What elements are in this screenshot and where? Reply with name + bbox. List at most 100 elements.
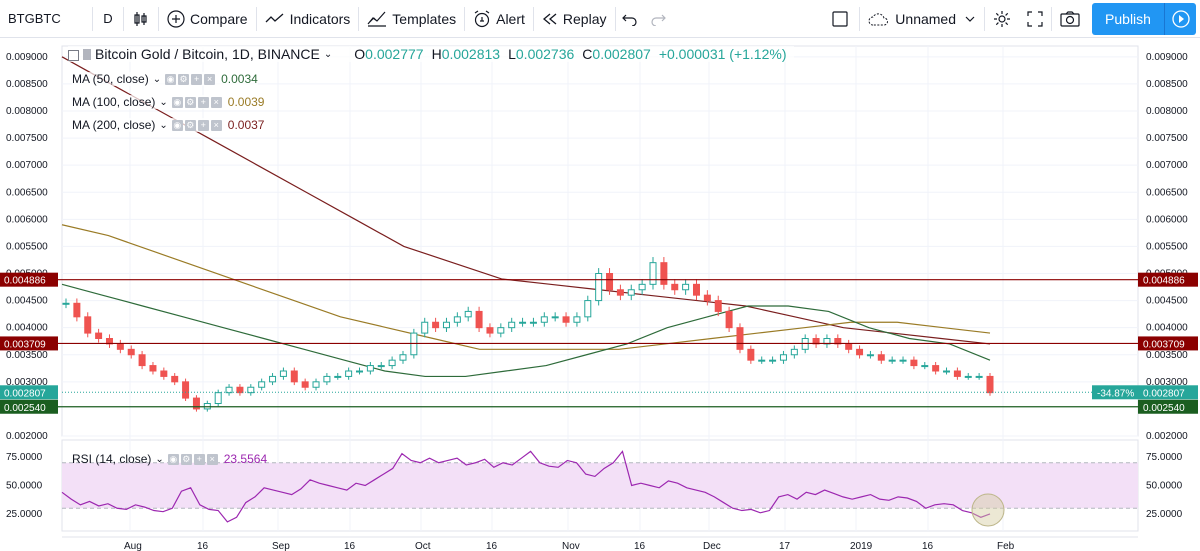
candle-body: [258, 381, 266, 388]
compare-button[interactable]: Compare: [159, 0, 256, 38]
candle-body: [84, 316, 92, 334]
candle-body: [508, 321, 516, 329]
rsi-legend[interactable]: RSI (14, close) ⌄ ◉ ⚙ + × 23.5564: [72, 452, 267, 466]
candle-body: [747, 348, 755, 361]
hide-series-icon[interactable]: [68, 49, 79, 61]
settings-icon[interactable]: ⚙: [178, 73, 190, 85]
chevron-down-icon[interactable]: ⌄: [159, 96, 168, 108]
ma100-legend[interactable]: MA (100, close) ⌄ ◉ ⚙ + × 0.0039: [72, 95, 265, 109]
chevron-down-icon: [965, 16, 975, 22]
plus-icon[interactable]: +: [193, 453, 205, 465]
candle-body: [758, 359, 766, 362]
price-tick-label-right: 0.003000: [1146, 377, 1188, 388]
close-icon[interactable]: ×: [210, 96, 222, 108]
square-icon: [832, 11, 848, 27]
time-tick-label: 2019: [850, 541, 873, 551]
candle-body: [399, 354, 407, 361]
chevron-down-icon[interactable]: ⌄: [323, 48, 333, 60]
price-tick-label-right: 0.008500: [1146, 79, 1188, 90]
toolbar-divider: [123, 6, 124, 31]
chevron-down-icon[interactable]: ⌄: [152, 73, 162, 85]
close-icon[interactable]: ×: [206, 453, 218, 465]
settings-icon[interactable]: ⚙: [184, 119, 196, 131]
chart-style-button[interactable]: [124, 0, 158, 38]
snapshot-button[interactable]: [1052, 0, 1088, 38]
eye-icon[interactable]: ◉: [167, 453, 179, 465]
redo-button[interactable]: [644, 0, 672, 38]
indicator-buttons[interactable]: ◉ ⚙ + ×: [165, 73, 217, 85]
price-tick-label-left: 0.007500: [6, 133, 48, 144]
eye-icon[interactable]: ◉: [165, 73, 177, 85]
price-tick-label-right: 0.004500: [1146, 296, 1188, 307]
indicators-label: Indicators: [289, 10, 351, 27]
change-value: +0.000031 (+1.12%): [658, 46, 787, 62]
price-tick-label-left: 0.008500: [6, 79, 48, 90]
gear-icon: [994, 11, 1010, 27]
eye-icon[interactable]: ◉: [171, 96, 183, 108]
candle-body: [486, 327, 494, 334]
price-tick-label-right: 0.003500: [1146, 350, 1188, 361]
time-tick-label: Nov: [562, 541, 580, 551]
indicators-button[interactable]: Indicators: [257, 0, 359, 38]
chevron-down-icon[interactable]: ⌄: [155, 453, 164, 465]
settings-button[interactable]: [985, 0, 1019, 38]
publish-menu-button[interactable]: [1164, 3, 1196, 35]
symbol-search[interactable]: BTGBTC: [8, 11, 61, 26]
indicator-buttons[interactable]: ◉ ⚙ + ×: [171, 96, 224, 108]
undo-button[interactable]: [616, 0, 644, 38]
settings-icon[interactable]: ⚙: [184, 96, 196, 108]
templates-icon: [367, 11, 387, 27]
candle-body: [127, 348, 135, 356]
candle-body: [312, 381, 320, 388]
indicator-buttons[interactable]: ◉ ⚙ + ×: [171, 119, 224, 131]
candle-body: [247, 386, 255, 394]
replay-button[interactable]: Replay: [534, 0, 615, 38]
last-price-change-label: -34.87%: [1097, 388, 1134, 399]
plus-icon[interactable]: +: [197, 96, 209, 108]
ma50-legend[interactable]: MA (50, close) ⌄ ◉ ⚙ + × 0.0034: [72, 72, 258, 86]
candle-body: [932, 365, 940, 372]
price-tick-label-left: 0.004000: [6, 323, 48, 334]
alert-button[interactable]: Alert: [465, 0, 533, 38]
candle-body: [301, 381, 309, 388]
time-tick-label: 16: [486, 541, 498, 551]
price-tick-label-right: 0.004000: [1146, 323, 1188, 334]
chevron-down-icon[interactable]: ⌄: [159, 119, 168, 131]
layout-toggle-button[interactable]: [821, 0, 859, 38]
chart-canvas[interactable]: 0.009000 0.009000 0.008500 0.008500 0.008000…: [0, 38, 1200, 551]
ma200-legend[interactable]: MA (200, close) ⌄ ◉ ⚙ + × 0.0037: [72, 118, 265, 132]
price-tick-label-left: 0.002000: [6, 431, 48, 442]
fullscreen-mode-button[interactable]: [1019, 0, 1051, 38]
eye-icon[interactable]: ◉: [171, 119, 183, 131]
chart-area[interactable]: 0.009000 0.009000 0.008500 0.008500 0.008000…: [0, 38, 1200, 551]
interval-button[interactable]: D: [103, 11, 113, 26]
plus-icon[interactable]: +: [197, 119, 209, 131]
toolbar-divider: [859, 7, 861, 31]
publish-button[interactable]: Publish: [1092, 3, 1164, 35]
candle-body: [573, 316, 581, 323]
candle-body: [62, 302, 70, 305]
toolbar-divider: [1051, 7, 1052, 31]
close-icon[interactable]: ×: [210, 119, 222, 131]
candle-body: [95, 332, 103, 340]
hline-price-tag-right: [1138, 399, 1198, 414]
close-value: 0.002807: [592, 46, 651, 62]
layout-name-dropdown[interactable]: Unnamed: [860, 0, 984, 38]
templates-button[interactable]: Templates: [359, 0, 464, 38]
candle-body: [964, 375, 972, 378]
settings-icon[interactable]: ⚙: [180, 453, 192, 465]
candle-body: [671, 283, 679, 291]
add-circle-icon: [167, 9, 185, 28]
ma50-value: 0.0034: [221, 72, 258, 86]
hline-price-tag-left: [0, 272, 58, 287]
candle-body: [856, 348, 864, 356]
plus-icon[interactable]: +: [191, 73, 203, 85]
candle-body: [551, 316, 559, 319]
low-label: L: [508, 46, 516, 62]
candle-body: [432, 321, 440, 329]
candle-body: [714, 300, 722, 312]
indicator-buttons[interactable]: ◉ ⚙ + ×: [167, 453, 220, 465]
close-icon[interactable]: ×: [204, 73, 216, 85]
time-tick-label: Dec: [703, 541, 721, 551]
candle-body: [442, 321, 450, 329]
